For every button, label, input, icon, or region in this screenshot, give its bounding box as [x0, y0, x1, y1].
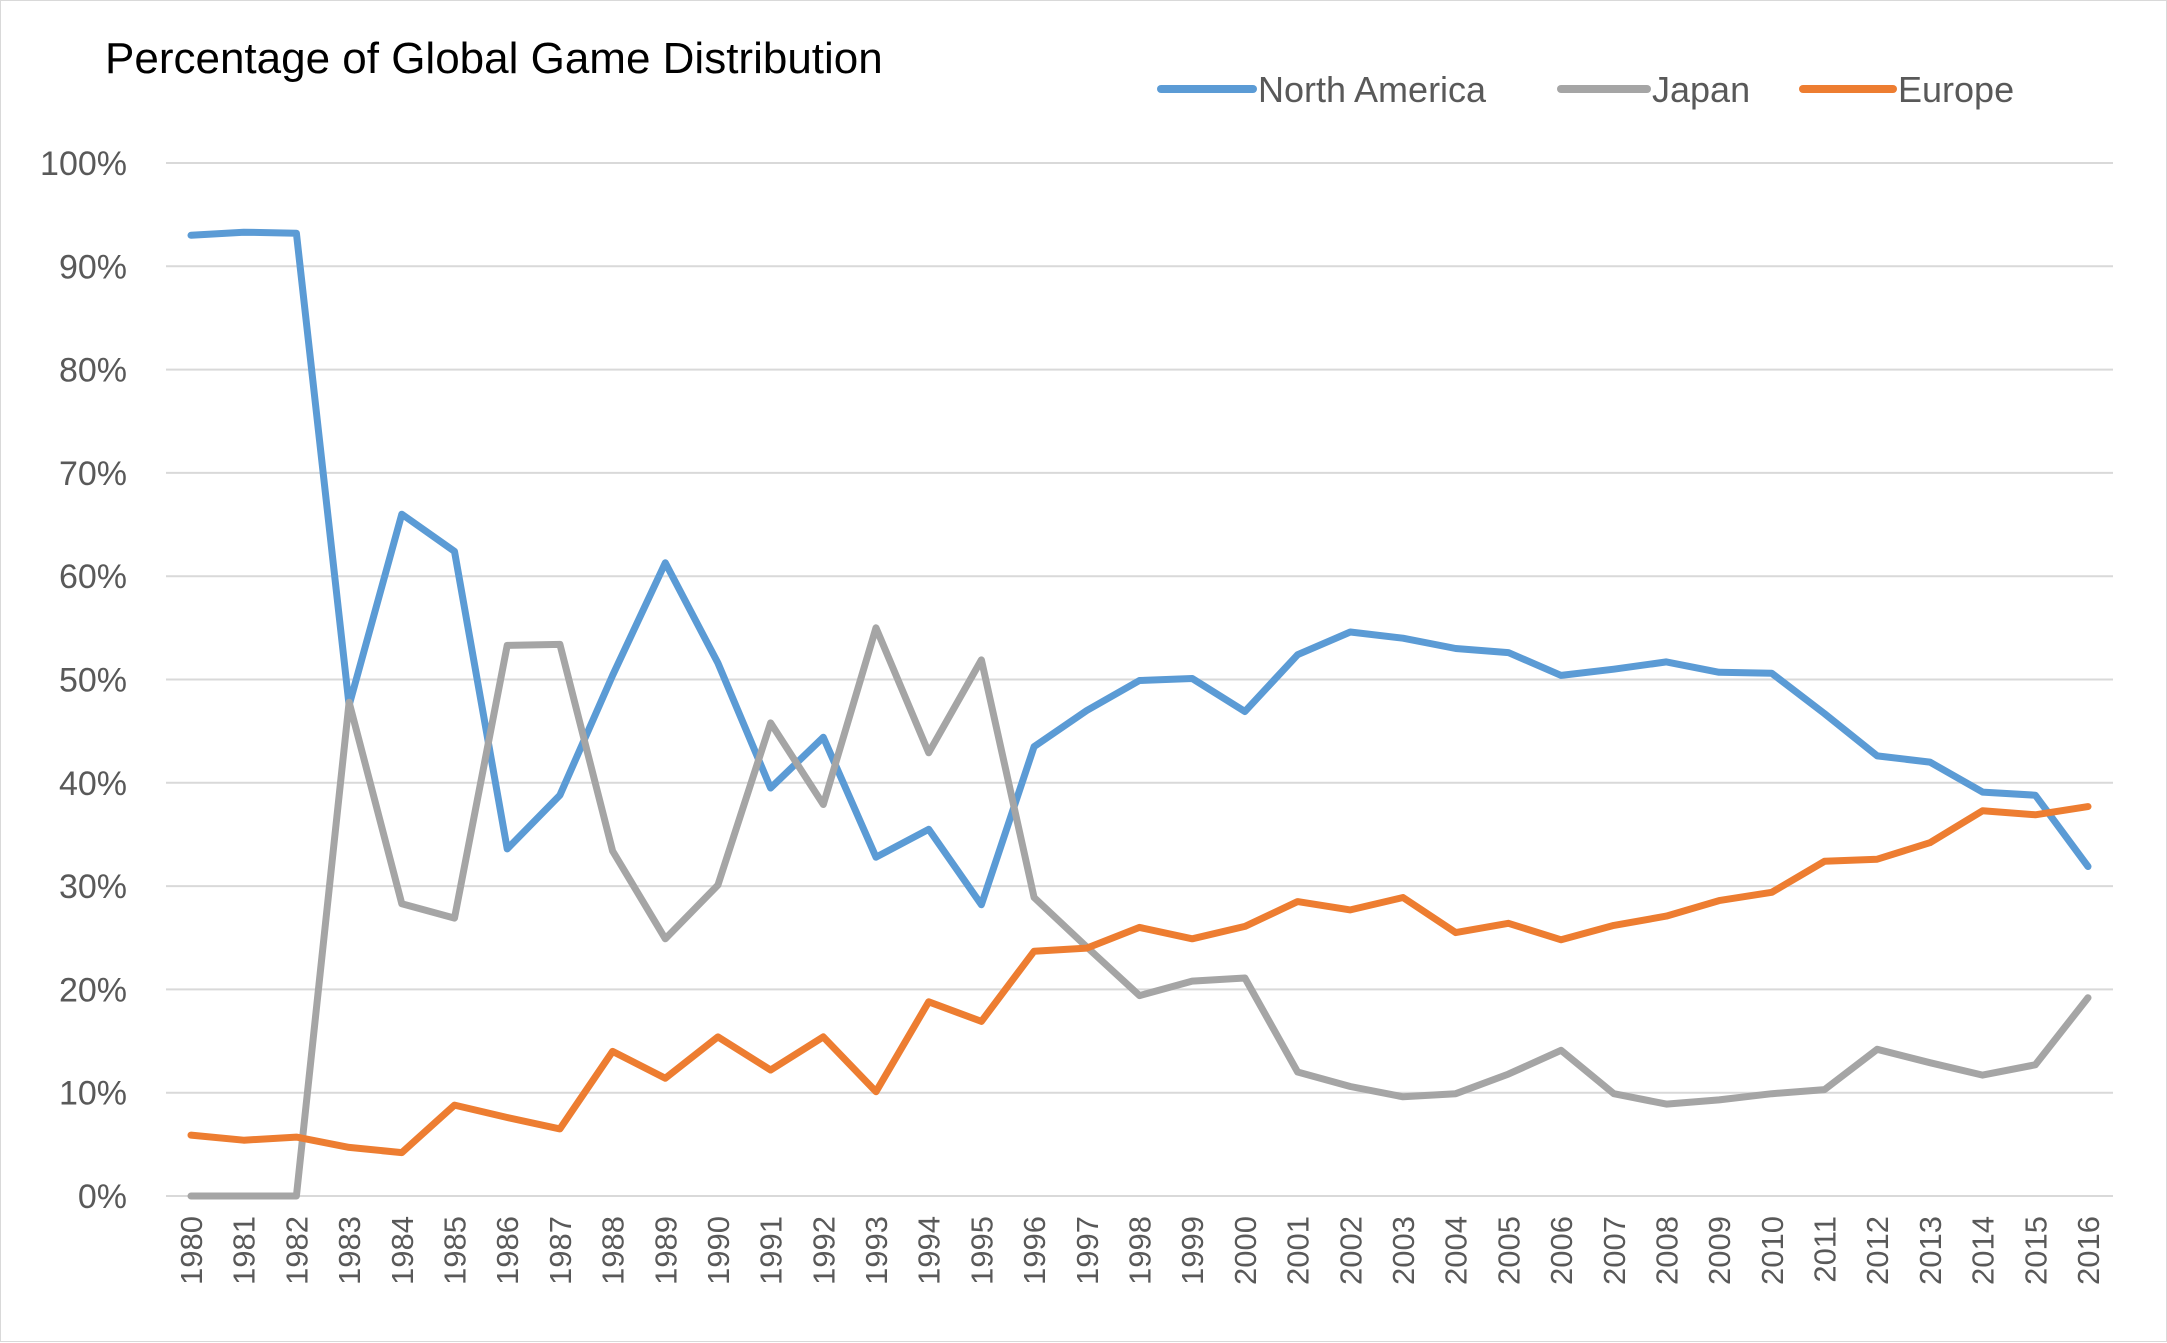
x-tick-label: 2014 [1966, 1216, 2001, 1285]
y-tick-label: 70% [59, 455, 127, 493]
x-tick-label: 1996 [1017, 1216, 1052, 1285]
x-tick-label: 2002 [1333, 1216, 1368, 1285]
y-tick-label: 10% [59, 1075, 127, 1113]
x-tick-label: 2000 [1228, 1216, 1263, 1285]
y-tick-label: 60% [59, 558, 127, 596]
legend: North America Japan Europe [1157, 69, 2014, 110]
x-tick-label: 2010 [1755, 1216, 1790, 1285]
x-tick-label: 1982 [279, 1216, 314, 1285]
x-tick-label: 2004 [1439, 1216, 1474, 1285]
x-tick-label: 1990 [701, 1216, 736, 1285]
legend-label-europe: Europe [1898, 69, 2014, 110]
x-tick-label: 2013 [1913, 1216, 1948, 1285]
x-tick-label: 2007 [1597, 1216, 1632, 1285]
x-tick-label: 2003 [1386, 1216, 1421, 1285]
y-tick-label: 20% [59, 971, 127, 1009]
y-tick-label: 50% [59, 662, 127, 700]
x-tick-label: 1995 [964, 1216, 999, 1285]
y-tick-label: 90% [59, 248, 127, 286]
y-tick-label: 30% [59, 868, 127, 906]
x-tick-label: 1993 [859, 1216, 894, 1285]
x-tick-label: 1992 [806, 1216, 841, 1285]
x-tick-label: 1988 [596, 1216, 631, 1285]
x-tick-label: 1997 [1070, 1216, 1105, 1285]
legend-label-japan: Japan [1652, 69, 1750, 110]
y-tick-label: 40% [59, 765, 127, 803]
y-tick-label: 0% [78, 1178, 127, 1216]
y-tick-label: 100% [40, 145, 127, 183]
x-tick-label: 2012 [1860, 1216, 1895, 1285]
series-line-europe [187, 803, 2092, 1157]
x-tick-label: 1980 [174, 1216, 209, 1285]
x-tick-label: 2001 [1281, 1216, 1316, 1285]
x-tick-label: 2009 [1702, 1216, 1737, 1285]
x-tick-label: 2015 [2018, 1216, 2053, 1285]
y-tick-label: 80% [59, 352, 127, 390]
x-tick-label: 1999 [1175, 1216, 1210, 1285]
x-tick-label: 1984 [385, 1216, 420, 1285]
x-tick-label: 1985 [437, 1216, 472, 1285]
legend-label-north-america: North America [1258, 69, 1487, 110]
x-tick-label: 1983 [332, 1216, 367, 1285]
x-tick-label: 2006 [1544, 1216, 1579, 1285]
x-tick-label: 2008 [1649, 1216, 1684, 1285]
series-line-north-america [187, 228, 2092, 909]
chart-title: Percentage of Global Game Distribution [105, 34, 883, 83]
series-line-japan [187, 624, 2092, 1200]
x-tick-label: 1981 [227, 1216, 262, 1285]
y-axis-tick-labels: 0% 10% 20% 30% 40% 50% 60% 70% 80% 90% 100% [40, 145, 127, 1216]
x-tick-label: 1987 [543, 1216, 578, 1285]
x-tick-label: 1991 [754, 1216, 789, 1285]
x-tick-label: 2005 [1491, 1216, 1526, 1285]
x-axis-tick-labels: 1980 1981 1982 1983 1984 1985 1986 1987 1988 1989… [174, 1216, 2106, 1285]
x-tick-label: 2016 [2071, 1216, 2106, 1285]
x-tick-label: 1986 [490, 1216, 525, 1285]
x-tick-label: 1989 [648, 1216, 683, 1285]
x-tick-label: 2011 [1808, 1216, 1843, 1283]
x-tick-label: 1998 [1123, 1216, 1158, 1285]
x-tick-label: 1994 [912, 1216, 947, 1285]
series-lines [187, 228, 2092, 1200]
